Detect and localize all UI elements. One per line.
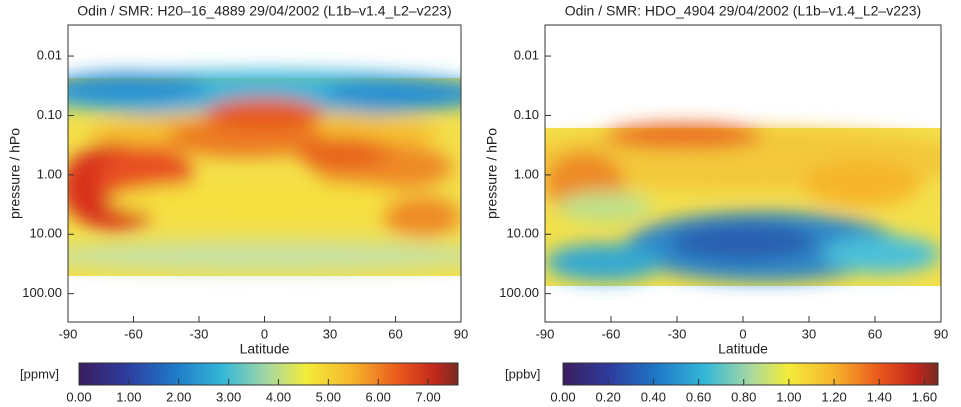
colorbar-tick-label: 1.60 <box>912 389 937 404</box>
x-tick-label: -90 <box>59 326 78 341</box>
x-tick-label: 60 <box>868 326 882 341</box>
colorbar-tick-label: 0.40 <box>641 389 666 404</box>
field-blobs <box>545 123 941 282</box>
y-tick-label: 0.10 <box>514 107 539 122</box>
colorbar-tick-label: 3.00 <box>216 389 241 404</box>
contour-field <box>545 123 941 286</box>
colorbar-tick-label: 1.00 <box>116 389 141 404</box>
x-tick-label: 30 <box>323 326 337 341</box>
colorbar-tick-label: 1.20 <box>821 389 846 404</box>
y-tick-label: 100.00 <box>22 285 62 300</box>
x-axis-label: Latitude <box>718 341 768 357</box>
colorbar-tick-label: 1.00 <box>776 389 801 404</box>
field-blob <box>295 137 391 170</box>
colorbar-tick-label: 0.80 <box>731 389 756 404</box>
colorbar-tick-label: 0.20 <box>596 389 621 404</box>
y-tick-label: 100.00 <box>499 285 539 300</box>
field-blob <box>604 123 763 149</box>
colorbar-tick-label: 2.00 <box>166 389 191 404</box>
colorbar-tick-label: 5.00 <box>316 389 341 404</box>
colorbar-tick-label: 0.00 <box>550 389 575 404</box>
x-tick-label: 30 <box>802 326 816 341</box>
y-tick-label: 0.01 <box>514 47 539 62</box>
colorbar-label: [ppbv] <box>505 366 540 381</box>
field-blob <box>671 222 815 261</box>
x-tick-label: 60 <box>388 326 402 341</box>
field-blob <box>382 196 461 237</box>
field-blob <box>545 243 664 282</box>
x-tick-label: -90 <box>536 326 555 341</box>
x-tick-label: -60 <box>602 326 621 341</box>
x-axis-label: Latitude <box>240 341 290 357</box>
chart-title: Odin / SMR: HDO_4904 29/04/2002 (L1b–v1.… <box>565 3 921 19</box>
colorbar-tick-label: 0.60 <box>686 389 711 404</box>
y-tick-label: 1.00 <box>37 166 62 181</box>
colorbar-label: [ppmv] <box>20 366 59 381</box>
colorbar-tick-label: 7.00 <box>415 389 440 404</box>
y-tick-label: 1.00 <box>514 166 539 181</box>
chart-title: Odin / SMR: H20–16_4889 29/04/2002 (L1b–… <box>77 3 451 19</box>
y-axis-label: pressure / hPo <box>7 128 23 219</box>
field-blob <box>822 235 941 274</box>
y-tick-label: 0.01 <box>37 47 62 62</box>
x-tick-label: 90 <box>454 326 468 341</box>
colorbar-tick-label: 4.00 <box>266 389 291 404</box>
colorbar-tick-label: 6.00 <box>366 389 391 404</box>
x-tick-label: -30 <box>668 326 687 341</box>
y-tick-label: 10.00 <box>29 226 62 241</box>
y-axis-label: pressure / hPo <box>484 128 500 219</box>
field-blob <box>205 97 324 130</box>
field-blob <box>556 191 652 223</box>
y-tick-label: 10.00 <box>506 226 539 241</box>
field-blob <box>802 159 922 207</box>
colorbar <box>562 362 939 386</box>
colorbar-tick-label: 1.40 <box>867 389 892 404</box>
x-tick-label: 0 <box>261 326 268 341</box>
field-blob <box>107 180 422 221</box>
field-blob <box>68 72 206 104</box>
x-tick-label: 90 <box>934 326 948 341</box>
x-tick-label: 0 <box>739 326 746 341</box>
field-blob <box>68 240 461 273</box>
x-tick-label: -30 <box>190 326 209 341</box>
colorbar-tick-label: 0.00 <box>66 389 91 404</box>
field-blobs <box>68 70 461 273</box>
colorbar <box>78 362 459 386</box>
x-tick-label: -60 <box>124 326 143 341</box>
contour-field <box>68 70 461 276</box>
y-tick-label: 0.10 <box>37 107 62 122</box>
field-blob <box>323 78 461 110</box>
